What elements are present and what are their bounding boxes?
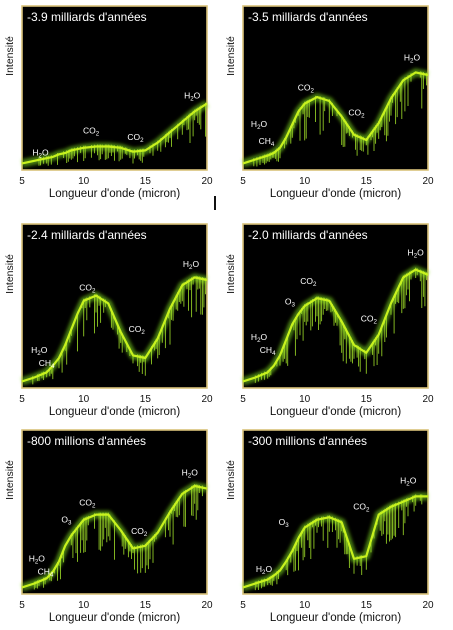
x-tick-label: 15: [140, 600, 152, 611]
molecule-label: H2O: [32, 148, 49, 160]
molecule-label: H2O: [251, 119, 268, 131]
x-axis-label: Longueur d'onde (micron): [49, 406, 180, 418]
x-tick-label: 15: [140, 176, 152, 187]
molecule-label: H2O: [184, 90, 201, 102]
x-tick-label: 5: [240, 176, 246, 187]
x-tick-label: 5: [19, 600, 25, 611]
panel-title: -2.4 milliards d'années: [27, 228, 147, 242]
molecule-label: CO2: [127, 132, 144, 144]
spectrum-line: [21, 484, 208, 589]
molecule-label: CH4: [38, 566, 54, 578]
spectrum-panel-1: -3.9 milliards d'années H2O CO2 CO2 H2O 5 10 15…: [4, 5, 213, 200]
molecule-label: CH4: [260, 345, 276, 357]
molecule-label: H2O: [408, 247, 425, 259]
spectrum-panel-2: -3.5 milliards d'années H2O CH4 CO2 CO2 H2O 5 1…: [225, 5, 434, 200]
x-tick-label: 20: [422, 394, 434, 405]
x-tick-label: 15: [140, 394, 152, 405]
x-tick-label: 10: [78, 176, 90, 187]
absorption-lines: [33, 484, 203, 590]
x-tick-label: 20: [422, 600, 434, 611]
molecule-label: CO2: [131, 526, 148, 538]
molecule-label: O3: [61, 514, 72, 526]
molecule-label: CO2: [300, 276, 317, 288]
molecule-label: H2O: [251, 332, 268, 344]
x-tick-label: 20: [201, 176, 213, 187]
molecule-label: O3: [285, 297, 296, 309]
x-axis-label: Longueur d'onde (micron): [270, 188, 401, 200]
y-axis-label: Intensité: [4, 36, 16, 76]
spectrum-line: [242, 71, 429, 165]
x-tick-label: 5: [19, 176, 25, 187]
molecule-label: H2O: [182, 468, 199, 480]
x-tick-label: 20: [422, 176, 434, 187]
x-tick-label: 10: [78, 394, 90, 405]
molecule-label: CO2: [348, 107, 365, 119]
y-axis-label: Intensité: [225, 254, 237, 294]
molecule-label: CO2: [129, 324, 146, 336]
x-tick-label: 10: [299, 600, 311, 611]
spectrum-panel-4: -2.0 milliards d'annéesH2OCH4O3CO2CO2H2O…: [225, 223, 434, 418]
x-tick-label: 15: [361, 600, 373, 611]
x-tick-label: 15: [361, 176, 373, 187]
panel-title: -800 millions d'années: [27, 434, 146, 448]
molecule-label: CO2: [353, 501, 370, 513]
y-axis-label: Intensité: [4, 460, 16, 500]
molecule-label: H2O: [31, 345, 48, 357]
molecule-label: CO2: [79, 498, 96, 510]
panel-title: -300 millions d'années: [248, 434, 367, 448]
x-tick-label: 5: [240, 394, 246, 405]
plot-frame: [21, 5, 208, 171]
molecule-label: O3: [279, 517, 290, 529]
molecule-label: CH4: [39, 358, 55, 370]
panel-title: -3.9 milliards d'années: [27, 10, 147, 24]
molecule-label: CO2: [83, 126, 100, 138]
plot-frame: [242, 429, 429, 595]
spectrum-panel-5: -800 millions d'annéesH2OCH4O3CO2CO2H2O5…: [4, 429, 213, 624]
x-tick-label: 10: [299, 176, 311, 187]
y-axis-label: Intensité: [225, 36, 237, 76]
x-axis-label: Longueur d'onde (micron): [270, 612, 401, 624]
y-axis-label: Intensité: [225, 460, 237, 500]
x-tick-label: 5: [240, 600, 246, 611]
x-axis-label: Longueur d'onde (micron): [49, 188, 180, 200]
molecule-label: H2O: [404, 53, 421, 65]
y-axis-label: Intensité: [4, 254, 16, 294]
molecule-label: H2O: [400, 475, 417, 487]
molecule-label: H2O: [183, 259, 200, 271]
molecule-label: CO2: [79, 282, 96, 294]
molecule-label: H2O: [256, 564, 273, 576]
panel-title: -3.5 milliards d'années: [248, 10, 368, 24]
molecule-label: H2O: [29, 553, 46, 565]
stray-mark: [214, 196, 216, 210]
molecule-label: CO2: [361, 314, 378, 326]
x-tick-label: 10: [78, 600, 90, 611]
molecule-label: CH4: [259, 136, 275, 148]
x-tick-label: 20: [201, 394, 213, 405]
x-axis-label: Longueur d'onde (micron): [49, 612, 180, 624]
x-tick-label: 20: [201, 600, 213, 611]
spectrum-line: [21, 276, 208, 383]
spectrum-line: [242, 495, 428, 589]
spectrum-line: [21, 102, 208, 165]
absorption-lines: [38, 102, 206, 166]
x-tick-label: 5: [19, 394, 25, 405]
x-axis-label: Longueur d'onde (micron): [270, 406, 401, 418]
panel-title: -2.0 milliards d'années: [248, 228, 368, 242]
spectrum-panel-6: -300 millions d'années H2O O3 CO2 H2O 5 10 15 20…: [225, 429, 434, 624]
absorption-lines: [254, 494, 423, 591]
spectrum-line: [242, 268, 429, 383]
molecule-label: CO2: [298, 83, 315, 95]
x-tick-label: 15: [361, 394, 373, 405]
x-tick-label: 10: [299, 394, 311, 405]
